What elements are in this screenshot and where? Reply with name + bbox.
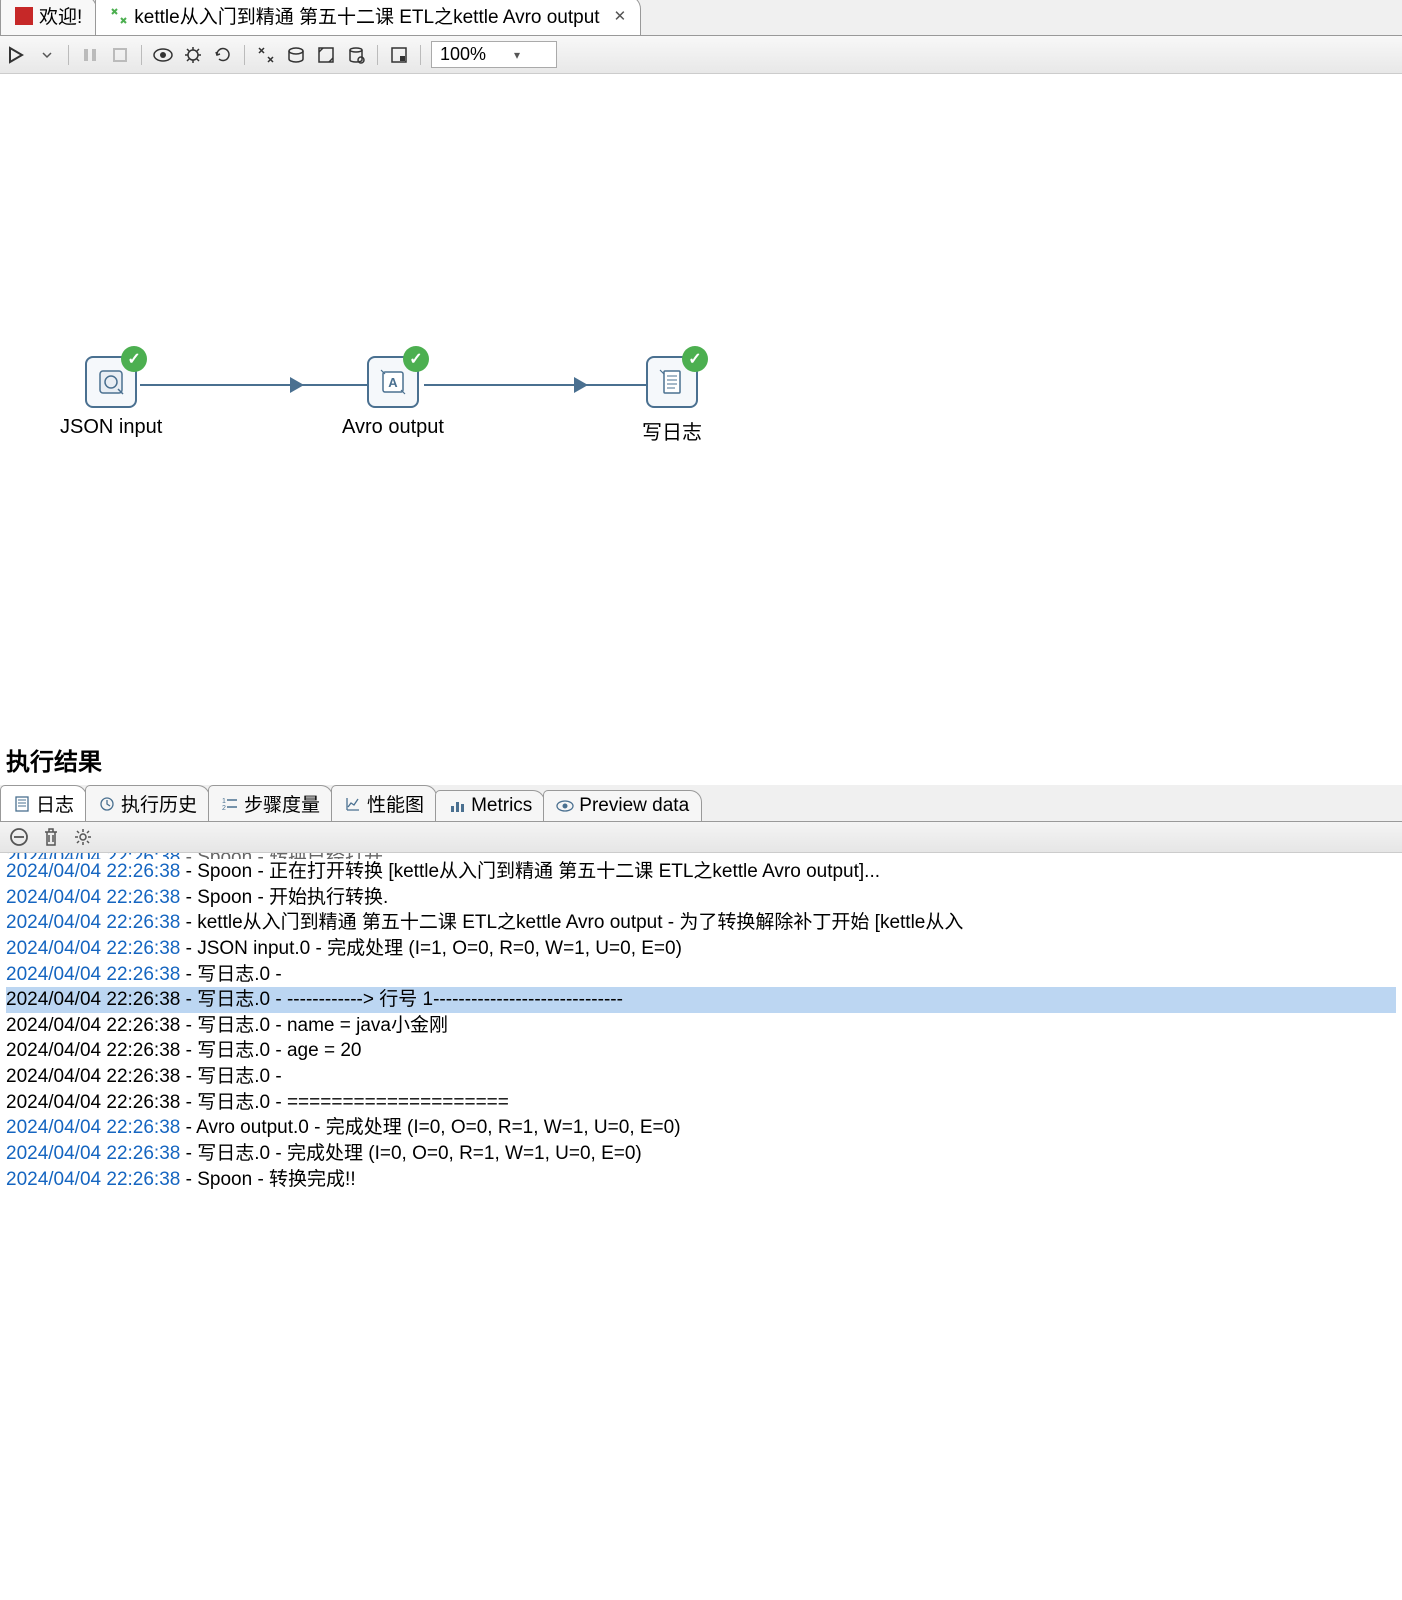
step-avro-output[interactable]: A ✓ Avro output [342,356,444,439]
log-line: 2024/04/04 22:26:38 - 写日志.0 - ----------… [6,987,1396,1013]
results-tab-bar: 日志 执行历史 12 步骤度量 性能图 Metrics Preview data [0,785,1402,822]
log-line: 2024/04/04 22:26:38 - 写日志.0 - name = jav… [6,1013,1396,1039]
tab-welcome[interactable]: 欢迎! [0,0,97,35]
list-icon: 12 [221,795,239,813]
show-results-icon[interactable] [388,44,410,66]
check-icon: ✓ [121,346,147,372]
svg-text:2: 2 [222,805,226,812]
results-tab-preview[interactable]: Preview data [543,790,702,821]
results-tab-log[interactable]: 日志 [0,785,87,821]
gear-icon[interactable] [72,826,94,848]
svg-text:1: 1 [222,798,226,805]
separator [244,45,245,65]
log-line: 2024/04/04 22:26:38 - Spoon - 正在打开转换 [ke… [6,859,1396,885]
impact-icon[interactable] [285,44,307,66]
log-content[interactable]: 2024/04/04 22:26:38 - Spoon - 转换已经打开.202… [0,853,1402,1194]
sql-icon[interactable] [315,44,337,66]
trash-icon[interactable] [40,826,62,848]
clear-minus-icon[interactable] [8,826,30,848]
chart-icon [344,795,362,813]
tab-label: 性能图 [367,790,424,817]
log-line: 2024/04/04 22:26:38 - 写日志.0 - age = 20 [6,1038,1396,1064]
tab-label: Preview data [579,795,689,817]
log-line: 2024/04/04 22:26:38 - 写日志.0 - [6,962,1396,988]
hop-arrow-icon [290,377,304,393]
zoom-select[interactable]: 100% ▾ [431,41,557,68]
transformation-icon [110,7,128,25]
debug-icon[interactable] [182,44,204,66]
results-title: 执行结果 [0,734,1402,785]
stop-icon[interactable] [109,44,131,66]
check-icon: ✓ [682,346,708,372]
check-icon: ✓ [403,346,429,372]
welcome-icon [15,7,33,25]
transformation-toolbar: 100% ▾ [0,36,1402,74]
log-line: 2024/04/04 22:26:38 - 写日志.0 - 完成处理 (I=0,… [6,1141,1396,1167]
results-tab-metrics[interactable]: Metrics [435,790,545,821]
tab-label: Metrics [471,795,532,817]
tab-label: kettle从入门到精通 第五十二课 ETL之kettle Avro outpu… [134,2,599,29]
hop-1[interactable] [140,384,370,386]
step-label: 写日志 [642,416,702,445]
tab-transformation[interactable]: kettle从入门到精通 第五十二课 ETL之kettle Avro outpu… [95,0,641,35]
verify-icon[interactable] [255,44,277,66]
eye-icon [556,797,574,815]
log-line: 2024/04/04 22:26:38 - kettle从入门到精通 第五十二课… [6,910,1396,936]
log-line: 2024/04/04 22:26:38 - 写日志.0 - [6,1064,1396,1090]
run-icon[interactable] [6,44,28,66]
log-line: 2024/04/04 22:26:38 - Spoon - 开始执行转换. [6,885,1396,911]
separator [377,45,378,65]
log-icon [13,795,31,813]
svg-text:A: A [388,375,398,390]
tab-label: 欢迎! [39,2,82,29]
pause-icon[interactable] [79,44,101,66]
replay-icon[interactable] [212,44,234,66]
chevron-down-icon: ▾ [514,48,548,62]
tab-label: 日志 [36,790,74,817]
explore-db-icon[interactable] [345,44,367,66]
log-line: 2024/04/04 22:26:38 - JSON input.0 - 完成处… [6,936,1396,962]
tab-label: 执行历史 [121,790,197,817]
step-label: Avro output [342,416,444,439]
hop-2[interactable] [424,384,649,386]
tab-label: 步骤度量 [244,790,320,817]
log-line: 2024/04/04 22:26:38 - 写日志.0 - ==========… [6,1090,1396,1116]
metrics-icon [448,797,466,815]
run-dropdown-icon[interactable] [36,44,58,66]
log-line: 2024/04/04 22:26:38 - Avro output.0 - 完成… [6,1115,1396,1141]
transformation-canvas[interactable]: ✓ JSON input A ✓ Avro output ✓ 写日志 [0,74,1402,734]
step-json-input[interactable]: ✓ JSON input [60,356,162,439]
results-tab-perf[interactable]: 性能图 [331,785,437,821]
results-tab-step-metrics[interactable]: 12 步骤度量 [208,785,333,821]
hop-arrow-icon [574,377,588,393]
step-label: JSON input [60,416,162,439]
log-line: 2024/04/04 22:26:38 - Spoon - 转换完成!! [6,1167,1396,1193]
separator [141,45,142,65]
log-toolbar [0,822,1402,853]
file-tab-bar: 欢迎! kettle从入门到精通 第五十二课 ETL之kettle Avro o… [0,0,1402,36]
preview-icon[interactable] [152,44,174,66]
separator [68,45,69,65]
close-icon[interactable]: ✕ [614,7,627,25]
zoom-value: 100% [440,44,514,65]
results-tab-history[interactable]: 执行历史 [85,785,210,821]
separator [420,45,421,65]
step-write-log[interactable]: ✓ 写日志 [642,356,702,445]
history-icon [98,795,116,813]
